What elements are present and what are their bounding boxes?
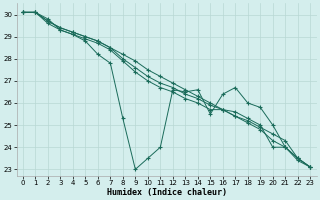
X-axis label: Humidex (Indice chaleur): Humidex (Indice chaleur) xyxy=(107,188,227,197)
